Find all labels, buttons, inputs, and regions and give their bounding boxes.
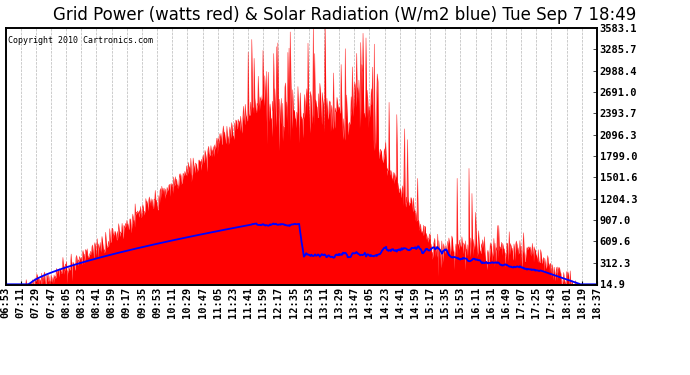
Text: Grid Power (watts red) & Solar Radiation (W/m2 blue) Tue Sep 7 18:49: Grid Power (watts red) & Solar Radiation… bbox=[53, 6, 637, 24]
Text: Copyright 2010 Cartronics.com: Copyright 2010 Cartronics.com bbox=[8, 36, 153, 45]
